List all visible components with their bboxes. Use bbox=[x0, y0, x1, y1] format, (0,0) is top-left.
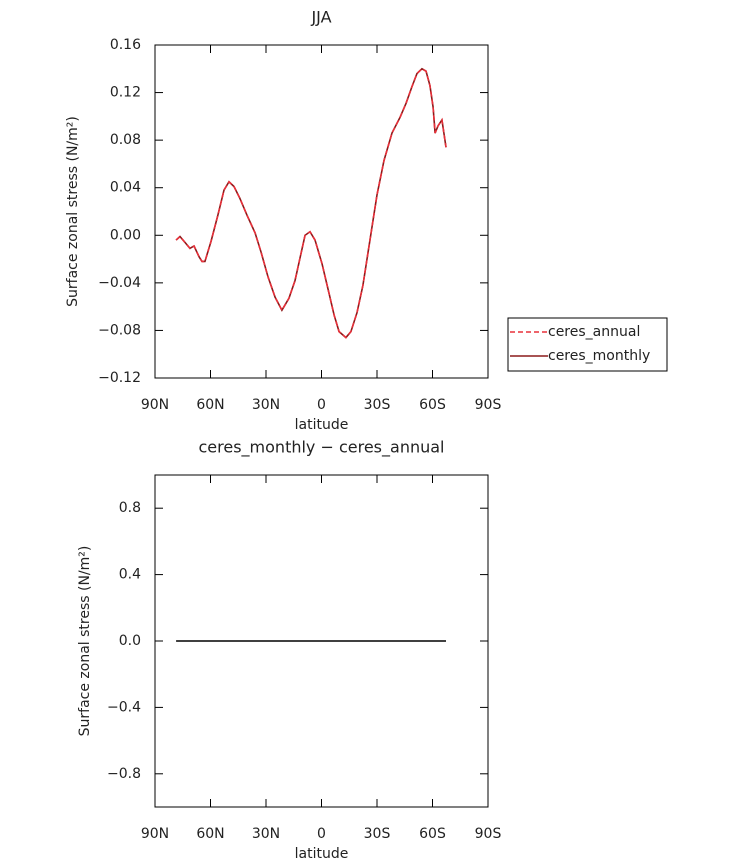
x-tick-label: 60N bbox=[196, 397, 224, 413]
x-tick-label: 90S bbox=[475, 397, 502, 413]
y-tick-label: 0.12 bbox=[110, 85, 141, 101]
x-tick-label: 90N bbox=[141, 397, 169, 413]
y-tick-label: 0.8 bbox=[119, 500, 141, 516]
x-tick-label: 90N bbox=[141, 826, 169, 842]
legend-box bbox=[507, 317, 668, 372]
y-tick-label: 0.08 bbox=[110, 132, 141, 148]
x-tick-label: 30N bbox=[252, 826, 280, 842]
legend-label: ceres_annual bbox=[548, 324, 640, 340]
plot-frame bbox=[154, 474, 489, 808]
data-line bbox=[175, 67, 447, 339]
chart-title: ceres_monthly − ceres_annual bbox=[199, 438, 445, 458]
y-tick-label: −0.08 bbox=[98, 322, 141, 338]
data-line bbox=[175, 67, 447, 339]
y-tick-label: −0.8 bbox=[107, 766, 141, 782]
y-tick-label: −0.4 bbox=[107, 699, 141, 715]
y-tick-label: 0.16 bbox=[110, 37, 141, 53]
y-axis-label: Surface zonal stress (N/m²) bbox=[77, 546, 93, 737]
y-tick-label: 0.4 bbox=[119, 567, 141, 583]
x-tick-label: 30S bbox=[364, 397, 391, 413]
y-tick-label: 0.04 bbox=[110, 180, 141, 196]
chart-title: JJA bbox=[310, 8, 331, 27]
legend-label: ceres_monthly bbox=[548, 348, 650, 364]
x-tick-label: 60N bbox=[196, 826, 224, 842]
x-tick-label: 90S bbox=[475, 826, 502, 842]
y-tick-label: 0.00 bbox=[110, 227, 141, 243]
x-tick-label: 0 bbox=[317, 826, 326, 842]
x-tick-label: 30N bbox=[252, 397, 280, 413]
y-tick-label: 0.0 bbox=[119, 633, 141, 649]
x-tick-label: 60S bbox=[419, 826, 446, 842]
x-axis-label: latitude bbox=[295, 417, 349, 433]
x-tick-label: 0 bbox=[317, 397, 326, 413]
y-tick-label: −0.04 bbox=[98, 275, 141, 291]
x-tick-label: 30S bbox=[364, 826, 391, 842]
plot-frame bbox=[154, 44, 489, 379]
y-tick-label: −0.12 bbox=[98, 370, 141, 386]
x-axis-label: latitude bbox=[295, 846, 349, 862]
y-axis-label: Surface zonal stress (N/m²) bbox=[65, 116, 81, 307]
x-tick-label: 60S bbox=[419, 397, 446, 413]
